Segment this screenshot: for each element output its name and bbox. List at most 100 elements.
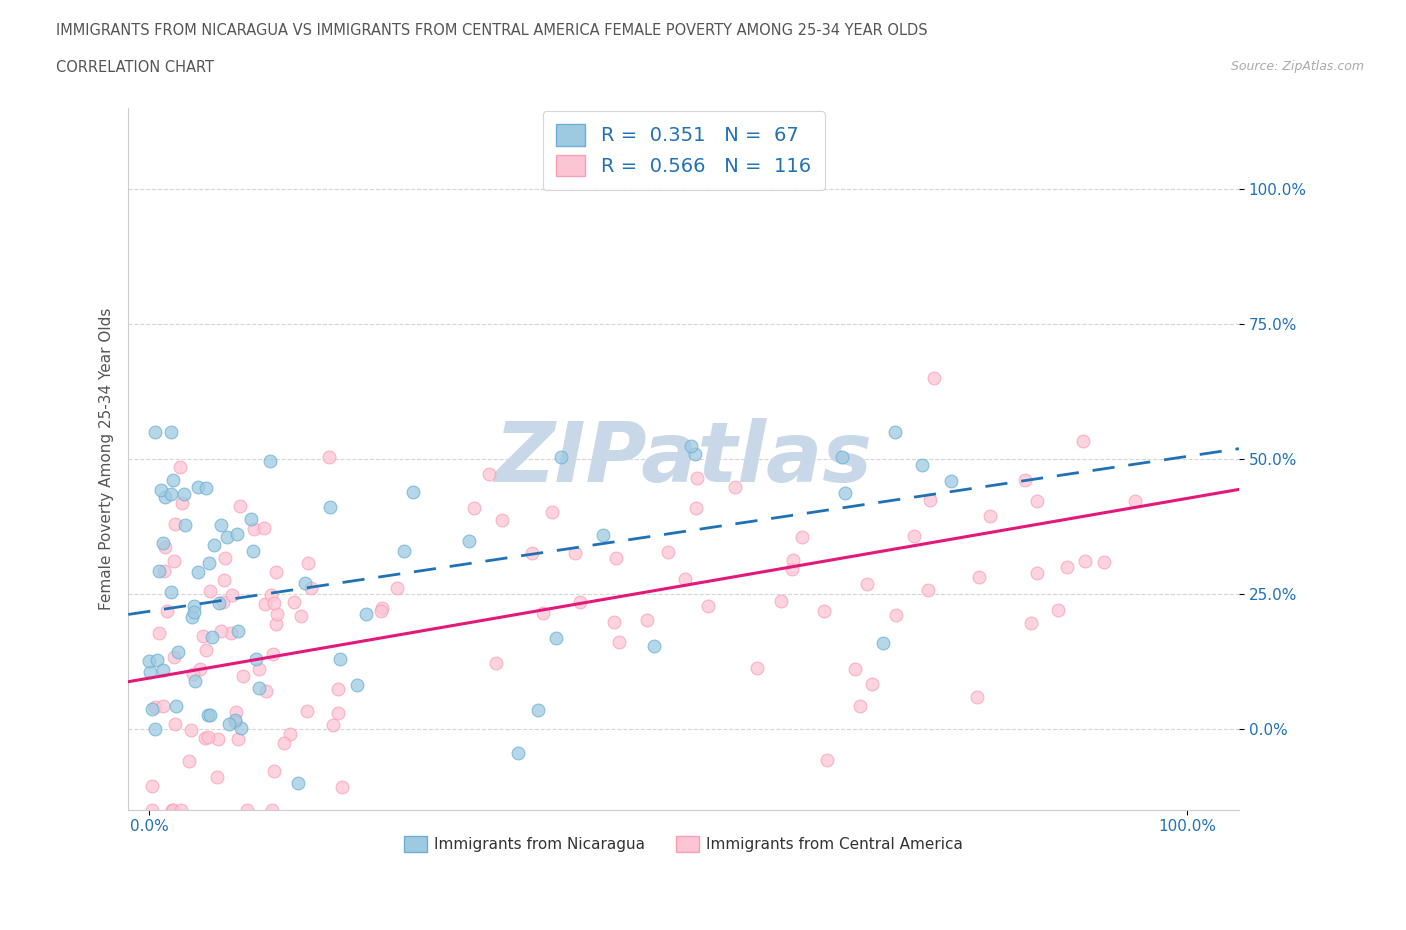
Point [232, 669, 254, 684]
Point [745, 661, 768, 676]
Legend: Immigrants from Nicaragua, Immigrants from Central America: Immigrants from Nicaragua, Immigrants fr… [398, 830, 970, 858]
Point [686, 471, 709, 485]
Text: CORRELATION CHART: CORRELATION CHART [56, 60, 214, 75]
Point [247, 661, 270, 676]
Point [148, 626, 170, 641]
Point [287, 775, 309, 790]
Point [860, 677, 883, 692]
Point [247, 681, 270, 696]
Point [228, 498, 250, 513]
Point [294, 576, 316, 591]
Point [939, 473, 962, 488]
Point [165, 698, 187, 713]
Point [817, 753, 839, 768]
Point [924, 371, 946, 386]
Point [145, 652, 167, 667]
Point [173, 486, 195, 501]
Point [239, 512, 262, 526]
Point [143, 722, 166, 737]
Point [844, 661, 866, 676]
Point [392, 543, 415, 558]
Y-axis label: Female Poverty Among 25-34 Year Olds: Female Poverty Among 25-34 Year Olds [100, 308, 114, 610]
Point [458, 534, 481, 549]
Point [1074, 554, 1097, 569]
Point [531, 605, 554, 620]
Point [160, 802, 183, 817]
Point [679, 438, 702, 453]
Point [485, 656, 508, 671]
Point [198, 555, 221, 570]
Point [181, 610, 204, 625]
Point [592, 528, 614, 543]
Point [319, 499, 342, 514]
Point [541, 505, 564, 520]
Point [262, 646, 284, 661]
Point [605, 551, 627, 565]
Point [245, 652, 267, 667]
Point [211, 624, 233, 639]
Point [685, 446, 707, 461]
Point [520, 545, 543, 560]
Point [792, 529, 814, 544]
Text: IMMIGRANTS FROM NICARAGUA VS IMMIGRANTS FROM CENTRAL AMERICA FEMALE POVERTY AMON: IMMIGRANTS FROM NICARAGUA VS IMMIGRANTS … [56, 23, 928, 38]
Point [184, 673, 207, 688]
Point [903, 528, 925, 543]
Point [920, 492, 942, 507]
Point [550, 449, 572, 464]
Text: Source: ZipAtlas.com: Source: ZipAtlas.com [1230, 60, 1364, 73]
Point [243, 522, 266, 537]
Point [143, 424, 166, 439]
Point [183, 599, 205, 614]
Point [260, 588, 283, 603]
Point [218, 716, 240, 731]
Point [259, 454, 281, 469]
Point [328, 705, 350, 720]
Point [886, 608, 908, 623]
Point [205, 769, 228, 784]
Point [917, 583, 939, 598]
Point [159, 424, 181, 439]
Point [527, 702, 550, 717]
Point [1021, 616, 1043, 631]
Point [149, 482, 172, 497]
Point [188, 662, 211, 677]
Point [162, 802, 184, 817]
Point [152, 662, 174, 677]
Point [172, 496, 194, 511]
Point [264, 617, 287, 631]
Point [253, 521, 276, 536]
Point [156, 604, 179, 618]
Point [506, 746, 529, 761]
Point [195, 481, 218, 496]
Point [209, 517, 232, 532]
Point [211, 595, 233, 610]
Point [979, 509, 1001, 524]
Point [564, 546, 586, 561]
Point [214, 551, 236, 565]
Point [318, 449, 340, 464]
Point [326, 682, 349, 697]
Point [224, 715, 246, 730]
Point [278, 726, 301, 741]
Point [200, 630, 222, 644]
Point [569, 594, 592, 609]
Point [1071, 433, 1094, 448]
Point [160, 486, 183, 501]
Point [544, 631, 567, 645]
Point [911, 458, 934, 472]
Point [491, 512, 513, 527]
Point [370, 604, 392, 618]
Point [194, 731, 217, 746]
Point [266, 606, 288, 621]
Point [254, 684, 277, 698]
Point [477, 467, 499, 482]
Point [295, 703, 318, 718]
Point [165, 716, 187, 731]
Point [387, 581, 409, 596]
Point [152, 699, 174, 714]
Point [138, 654, 160, 669]
Point [299, 580, 322, 595]
Point [643, 639, 665, 654]
Point [217, 530, 239, 545]
Point [1025, 565, 1047, 580]
